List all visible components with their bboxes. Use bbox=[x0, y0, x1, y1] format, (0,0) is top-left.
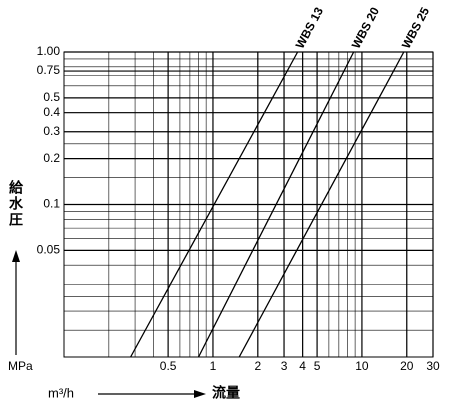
y-unit: MPa bbox=[8, 359, 33, 373]
y-tick-label: 0.2 bbox=[43, 151, 60, 165]
x-label: 流量 bbox=[212, 385, 240, 401]
x-tick-label: 10 bbox=[355, 359, 369, 373]
y-tick-label: 0.75 bbox=[37, 63, 61, 77]
y-arrow-head bbox=[12, 250, 20, 262]
y-tick-label: 0.5 bbox=[43, 90, 60, 104]
series-label: WBS 20 bbox=[349, 5, 382, 51]
y-tick-label: 0.4 bbox=[43, 105, 60, 119]
series-label: WBS 25 bbox=[399, 5, 432, 51]
x-unit: m³/h bbox=[48, 385, 74, 400]
y-tick-label: 0.05 bbox=[37, 243, 61, 257]
x-tick-label: 3 bbox=[281, 359, 288, 373]
series-line bbox=[197, 51, 355, 358]
x-tick-label: 1 bbox=[210, 359, 217, 373]
x-tick-label: 2 bbox=[254, 359, 261, 373]
y-tick-label: 1.00 bbox=[37, 44, 61, 58]
x-tick-label: 30 bbox=[426, 359, 440, 373]
series-label: WBS 13 bbox=[293, 5, 326, 51]
y-tick-label: 0.3 bbox=[43, 124, 60, 138]
x-tick-label: 20 bbox=[400, 359, 414, 373]
series-line bbox=[130, 51, 299, 358]
x-tick-label: 4 bbox=[299, 359, 306, 373]
x-arrow-head bbox=[194, 390, 206, 398]
y-tick-label: 0.1 bbox=[43, 197, 60, 211]
series-line bbox=[238, 51, 405, 358]
y-label: 給水圧 bbox=[8, 180, 24, 228]
x-tick-label: 5 bbox=[314, 359, 321, 373]
x-tick-label: 0.5 bbox=[160, 359, 177, 373]
